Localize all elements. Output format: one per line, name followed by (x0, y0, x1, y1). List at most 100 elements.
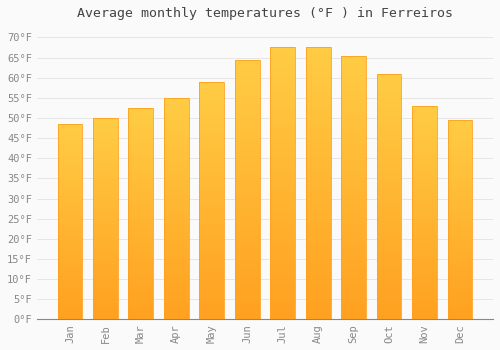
Bar (235, 267, 260, 270)
Bar (235, 208, 260, 210)
Bar (448, 240, 472, 242)
Bar (376, 297, 402, 300)
Bar (93, 273, 118, 275)
Bar (93, 237, 118, 239)
Bar (270, 279, 295, 281)
Bar (270, 148, 295, 151)
Bar (128, 311, 154, 313)
Bar (306, 58, 330, 61)
Bar (412, 313, 437, 315)
Bar (341, 159, 366, 161)
Bar (448, 122, 472, 124)
Bar (306, 232, 330, 235)
Bar (412, 247, 437, 249)
Bar (93, 313, 118, 315)
Bar (412, 136, 437, 138)
Bar (58, 161, 82, 163)
Bar (376, 285, 402, 287)
Bar (376, 243, 402, 246)
Bar (412, 223, 437, 225)
Bar (270, 53, 295, 56)
Bar (93, 197, 118, 198)
Bar (58, 265, 82, 267)
Bar (93, 233, 118, 235)
Bar (58, 239, 82, 241)
Bar (235, 314, 260, 317)
Bar (270, 287, 295, 289)
Bar (58, 179, 82, 181)
Bar (200, 191, 224, 194)
Bar (306, 80, 330, 83)
Bar (306, 273, 330, 276)
Bar (93, 144, 118, 146)
Bar (412, 194, 437, 196)
Bar (93, 128, 118, 130)
Bar (341, 224, 366, 227)
Bar (341, 317, 366, 320)
Bar (412, 292, 437, 294)
Bar (235, 85, 260, 88)
Bar (412, 112, 437, 114)
Bar (270, 156, 295, 159)
Bar (235, 166, 260, 169)
Bar (164, 277, 188, 280)
Bar (93, 255, 118, 257)
Bar (448, 120, 472, 320)
Bar (235, 293, 260, 296)
Bar (128, 176, 154, 178)
Bar (412, 134, 437, 136)
Bar (270, 121, 295, 124)
Bar (128, 205, 154, 207)
Bar (341, 177, 366, 180)
Bar (128, 256, 154, 258)
Bar (128, 142, 154, 144)
Bar (164, 271, 188, 273)
Bar (235, 265, 260, 267)
Bar (93, 281, 118, 283)
Bar (235, 62, 260, 65)
Bar (58, 140, 82, 142)
Bar (341, 92, 366, 95)
Bar (235, 226, 260, 229)
Bar (164, 142, 188, 144)
Bar (58, 202, 82, 204)
Bar (235, 257, 260, 260)
Bar (376, 273, 402, 275)
Bar (235, 174, 260, 176)
Bar (412, 256, 437, 258)
Bar (235, 283, 260, 286)
Bar (235, 93, 260, 96)
Bar (164, 284, 188, 286)
Bar (448, 134, 472, 136)
Bar (93, 235, 118, 237)
Bar (128, 260, 154, 262)
Bar (58, 245, 82, 247)
Bar (58, 249, 82, 251)
Bar (270, 240, 295, 243)
Bar (341, 137, 366, 140)
Bar (235, 83, 260, 85)
Bar (376, 189, 402, 191)
Bar (93, 297, 118, 299)
Bar (306, 50, 330, 53)
Bar (200, 239, 224, 241)
Bar (58, 198, 82, 200)
Bar (376, 76, 402, 78)
Bar (448, 254, 472, 256)
Bar (235, 203, 260, 205)
Bar (376, 248, 402, 251)
Bar (200, 98, 224, 101)
Bar (128, 292, 154, 294)
Bar (58, 300, 82, 302)
Bar (412, 127, 437, 130)
Bar (306, 48, 330, 50)
Bar (164, 98, 188, 100)
Bar (128, 108, 154, 320)
Bar (200, 310, 224, 312)
Bar (93, 126, 118, 128)
Bar (341, 243, 366, 246)
Bar (200, 243, 224, 246)
Bar (58, 196, 82, 198)
Bar (128, 199, 154, 201)
Bar (376, 142, 402, 145)
